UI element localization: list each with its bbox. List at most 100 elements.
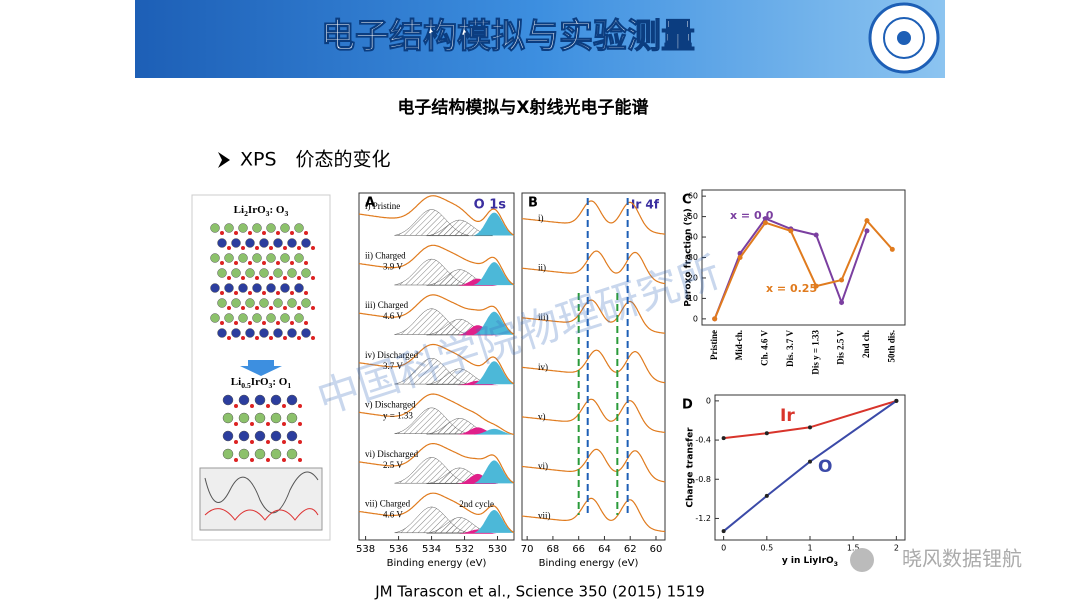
atom — [266, 253, 276, 263]
atom — [250, 404, 254, 408]
atom — [301, 298, 311, 308]
x-tick-label: 68 — [547, 544, 560, 555]
atom — [276, 231, 280, 235]
atom — [234, 458, 238, 462]
atom — [311, 246, 315, 250]
atom — [287, 238, 297, 248]
atom — [254, 430, 266, 442]
atom — [234, 404, 238, 408]
spectrum — [358, 244, 515, 286]
atom — [224, 313, 234, 323]
x-tick-label: 536 — [389, 544, 408, 555]
spectrum-label: ii) — [538, 263, 546, 273]
atom — [241, 246, 245, 250]
atom — [283, 336, 287, 340]
spectrum — [358, 443, 515, 484]
x-tick-label: 66 — [572, 544, 585, 555]
atom — [238, 412, 250, 424]
atom — [297, 336, 301, 340]
spectrum-label: y = 1.33 — [383, 410, 413, 420]
atom — [297, 246, 301, 250]
atom — [234, 440, 238, 444]
atom — [241, 336, 245, 340]
atom — [286, 430, 298, 442]
spectrum — [358, 492, 515, 534]
atom — [298, 440, 302, 444]
atom — [266, 404, 270, 408]
atom — [238, 430, 250, 442]
atom — [234, 422, 238, 426]
watermark-icon — [850, 548, 874, 572]
atom — [222, 394, 234, 406]
y-axis-label: Charge transfer — [686, 427, 696, 508]
y-tick-label: -0.8 — [695, 475, 711, 484]
atom — [301, 268, 311, 278]
atom — [227, 336, 231, 340]
atom — [245, 298, 255, 308]
spectrum — [358, 195, 515, 236]
header-title: 电子结构模拟与实验测量 — [321, 17, 695, 57]
atom — [286, 394, 298, 406]
atom — [234, 231, 238, 235]
atom — [259, 238, 269, 248]
spectrum — [358, 393, 515, 436]
y-tick-label: 10 — [688, 294, 698, 303]
atom — [255, 336, 259, 340]
x-tick-label: 538 — [356, 544, 375, 555]
spectrum — [521, 398, 666, 433]
atom — [311, 336, 315, 340]
atom — [250, 440, 254, 444]
x-tick-label: 70 — [521, 544, 534, 555]
atom — [266, 283, 276, 293]
spectrum-label: 3.9 V — [383, 262, 403, 272]
x-tick-label: 1.5 — [847, 544, 860, 553]
atom — [222, 448, 234, 460]
atom — [210, 313, 220, 323]
atom — [286, 448, 298, 460]
atom — [287, 298, 297, 308]
atom — [238, 313, 248, 323]
logo-core — [897, 31, 911, 45]
atom — [252, 283, 262, 293]
data-point — [813, 283, 819, 289]
atom — [220, 231, 224, 235]
y-tick-label: -0.4 — [695, 436, 711, 445]
data-point — [762, 216, 768, 222]
atom — [270, 394, 282, 406]
atom — [273, 328, 283, 338]
atom — [282, 458, 286, 462]
atom — [276, 291, 280, 295]
inset-curve — [204, 471, 319, 514]
watermark: 晓风数据锂航 — [902, 547, 1022, 571]
atom — [270, 412, 282, 424]
series-label: Ir — [780, 406, 795, 426]
data-point — [712, 316, 718, 322]
note: 2nd cycle — [459, 499, 494, 509]
structure-label: Li2IrO3: O3 — [234, 204, 289, 219]
x-tick-label: 532 — [455, 544, 474, 555]
atom — [255, 306, 259, 310]
atom — [217, 298, 227, 308]
atom — [241, 306, 245, 310]
x-axis-label: Binding energy (eV) — [539, 558, 639, 569]
spectrum-label: 3.7 V — [383, 361, 403, 371]
atom — [238, 223, 248, 233]
atom — [224, 283, 234, 293]
atom — [250, 458, 254, 462]
inset-plot — [199, 467, 323, 531]
atom — [255, 246, 259, 250]
atom — [254, 412, 266, 424]
peak-label: O 1s — [474, 198, 507, 213]
series-line — [723, 399, 897, 440]
atom — [248, 261, 252, 265]
atom — [298, 422, 302, 426]
atom — [259, 328, 269, 338]
atom — [287, 268, 297, 278]
atom — [298, 404, 302, 408]
data-point — [864, 228, 870, 234]
atom — [210, 223, 220, 233]
data-point — [813, 232, 819, 238]
y-tick-label: 40 — [688, 233, 698, 242]
y-tick-label: 50 — [688, 212, 698, 221]
atom — [234, 321, 238, 325]
